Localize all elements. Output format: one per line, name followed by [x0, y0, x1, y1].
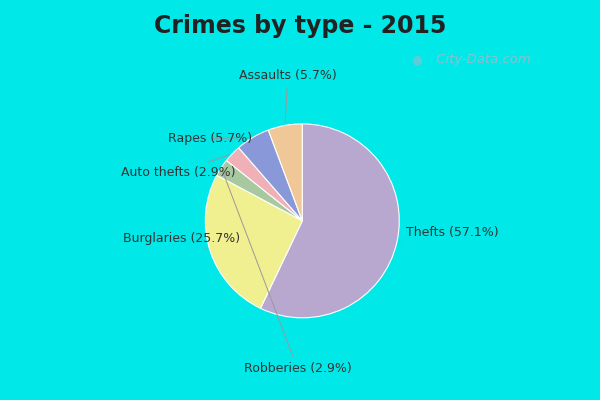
- Wedge shape: [205, 175, 302, 308]
- Text: Assaults (5.7%): Assaults (5.7%): [239, 69, 337, 123]
- Text: City-Data.com: City-Data.com: [432, 54, 531, 66]
- Wedge shape: [217, 160, 302, 221]
- Wedge shape: [268, 124, 302, 221]
- Text: Crimes by type - 2015: Crimes by type - 2015: [154, 14, 446, 38]
- Text: Rapes (5.7%): Rapes (5.7%): [168, 132, 252, 145]
- Text: Auto thefts (2.9%): Auto thefts (2.9%): [121, 155, 235, 179]
- Text: Robberies (2.9%): Robberies (2.9%): [222, 170, 352, 375]
- Wedge shape: [239, 130, 302, 221]
- Wedge shape: [260, 124, 399, 318]
- Text: Thefts (57.1%): Thefts (57.1%): [400, 226, 499, 242]
- Wedge shape: [226, 148, 302, 221]
- Text: ●: ●: [412, 54, 422, 66]
- Text: Burglaries (25.7%): Burglaries (25.7%): [122, 232, 239, 250]
